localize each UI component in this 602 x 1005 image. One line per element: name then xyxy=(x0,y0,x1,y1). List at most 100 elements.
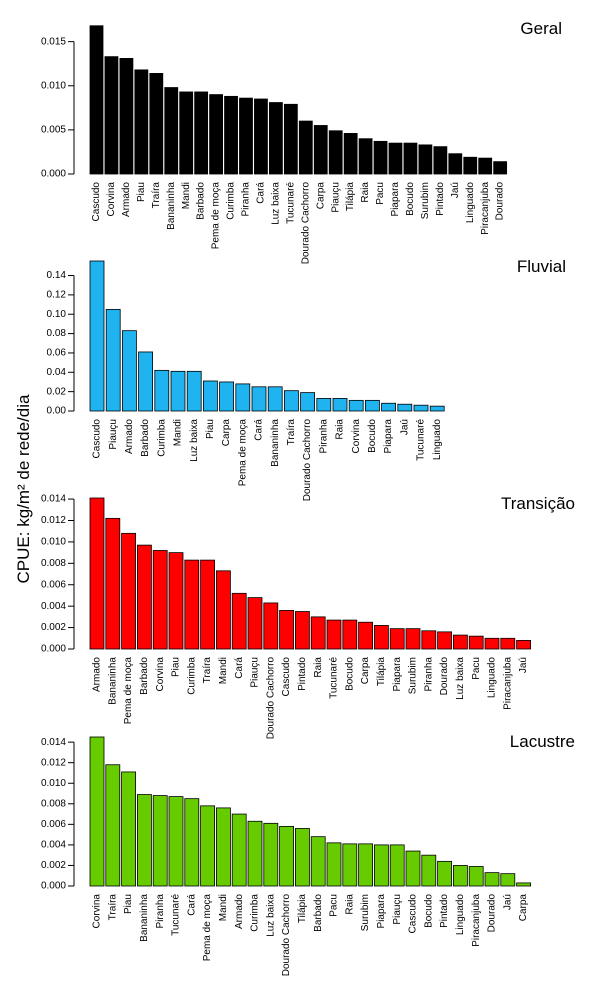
bar xyxy=(184,798,200,887)
category-label: Tucunaré xyxy=(416,419,427,461)
category-label: Bananinha xyxy=(139,894,150,942)
category-label: Cascudo xyxy=(91,182,102,222)
category-label: Piauçu xyxy=(392,894,403,925)
category-label: Bananinha xyxy=(107,657,118,705)
panel-title: Fluvial xyxy=(517,257,566,276)
category-label: Bocudo xyxy=(423,894,434,928)
bar xyxy=(348,399,364,412)
category-label: Corvina xyxy=(92,894,103,929)
category-label: Mandi xyxy=(218,657,229,684)
bar xyxy=(283,390,299,412)
bar xyxy=(224,95,238,175)
bar xyxy=(279,610,295,650)
bar xyxy=(358,138,373,175)
bar xyxy=(200,805,216,887)
y-tick-label: 0.002 xyxy=(41,860,66,871)
category-label: Pintado xyxy=(435,182,446,216)
bar xyxy=(316,398,332,412)
bar xyxy=(89,736,105,887)
y-tick-label: 0.02 xyxy=(47,386,67,397)
bar xyxy=(138,351,154,412)
category-label: Traíra xyxy=(202,657,213,684)
bar xyxy=(388,142,403,175)
category-label: Piau xyxy=(136,182,147,202)
category-label: Luz baixa xyxy=(265,894,276,937)
category-label: Carpa xyxy=(360,657,371,685)
bar xyxy=(89,260,105,412)
bar xyxy=(358,621,374,650)
bar xyxy=(164,87,179,175)
category-label: Bocudo xyxy=(344,657,355,691)
category-label: Surubim xyxy=(408,657,419,694)
category-label: Linguado xyxy=(432,419,443,461)
y-tick-label: 0.014 xyxy=(41,737,66,748)
category-label: Corvina xyxy=(106,182,117,217)
category-label: Curimba xyxy=(250,894,261,932)
category-label: Pintado xyxy=(439,894,450,928)
bar xyxy=(328,130,343,175)
category-label: Curimba xyxy=(226,182,237,220)
bar xyxy=(247,820,263,887)
category-label: Curimba xyxy=(186,657,197,695)
category-label: Piranha xyxy=(241,182,252,217)
category-label: Pema de moça xyxy=(123,657,134,725)
y-tick-label: 0.008 xyxy=(41,798,66,809)
category-label: Piau xyxy=(123,894,134,914)
bar xyxy=(168,552,184,650)
bar xyxy=(215,570,231,650)
y-tick-label: 0.14 xyxy=(47,270,67,281)
bar xyxy=(231,592,247,650)
y-tick-label: 0.004 xyxy=(41,601,66,612)
category-label: Cará xyxy=(234,657,245,679)
category-label: Jaú xyxy=(502,894,513,910)
bar xyxy=(342,619,358,650)
bar xyxy=(389,844,405,887)
bar xyxy=(493,161,508,175)
bar xyxy=(448,153,463,175)
category-label: Pema de moça xyxy=(237,419,248,487)
bar xyxy=(468,866,484,887)
bar xyxy=(89,25,104,175)
y-tick-label: 0.10 xyxy=(47,309,67,320)
bar xyxy=(251,386,267,412)
y-tick-label: 0.006 xyxy=(41,579,66,590)
bar xyxy=(122,330,137,412)
y-tick-label: 0.010 xyxy=(41,778,66,789)
bar xyxy=(219,381,235,412)
category-label: Piracanjuba xyxy=(480,182,491,235)
bar xyxy=(437,860,453,887)
bar xyxy=(358,843,374,887)
y-tick-label: 0.006 xyxy=(41,819,66,830)
bar xyxy=(332,398,348,412)
category-label: Traíra xyxy=(107,894,118,921)
bar xyxy=(484,637,500,650)
category-label: Raia xyxy=(344,894,355,915)
y-tick-label: 0.04 xyxy=(47,367,67,378)
y-tick-label: 0.000 xyxy=(41,881,66,892)
category-label: Piranha xyxy=(423,657,434,692)
category-label: Mandi xyxy=(218,894,229,921)
bar xyxy=(516,882,531,887)
bar xyxy=(279,826,295,887)
bar xyxy=(294,611,310,650)
bar xyxy=(326,619,342,650)
bar xyxy=(405,850,421,887)
category-label: Cará xyxy=(254,419,265,441)
bar xyxy=(152,795,168,887)
y-tick-label: 0.06 xyxy=(47,348,67,359)
bar xyxy=(452,634,468,650)
y-tick-label: 0.014 xyxy=(41,494,66,505)
category-label: Pema de moça xyxy=(202,894,213,962)
bar xyxy=(421,630,437,650)
category-label: Pintado xyxy=(297,657,308,691)
bar xyxy=(405,628,421,650)
bar xyxy=(373,140,388,175)
y-tick-label: 0.008 xyxy=(41,558,66,569)
category-label: Curimba xyxy=(156,419,167,457)
y-tick-label: 0.015 xyxy=(41,36,66,47)
bar xyxy=(397,403,413,412)
bar xyxy=(105,308,121,412)
category-label: Piracanjuba xyxy=(502,657,513,710)
category-label: Linguado xyxy=(487,657,498,699)
